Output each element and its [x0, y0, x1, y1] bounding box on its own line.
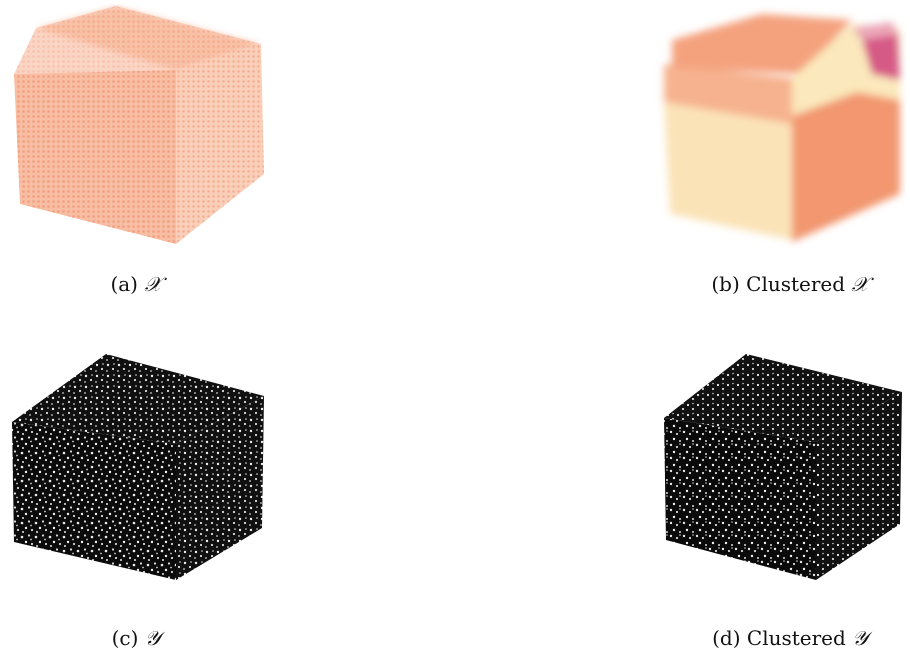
caption-c-symbol: 𝒴 — [144, 626, 161, 650]
caption-d: (d) Clustered 𝒴 — [700, 626, 880, 650]
caption-a-symbol: 𝒳 — [144, 272, 162, 296]
caption-b-symbol: 𝒳 — [851, 272, 869, 296]
caption-c-label: (c) — [111, 626, 139, 650]
caption-c: (c) 𝒴 — [92, 626, 180, 650]
caption-d-symbol: 𝒴 — [852, 626, 868, 650]
cube-y-svg — [12, 354, 264, 580]
caption-b: (b) Clustered 𝒳 — [700, 272, 880, 296]
caption-b-label: (b) — [711, 272, 740, 296]
cube-x-svg — [14, 6, 264, 244]
cube-x-image — [6, 4, 268, 248]
clustered-cube-y-svg — [664, 354, 902, 580]
clustered-cube-x-image — [652, 4, 906, 248]
clustered-cube-y-image — [656, 352, 906, 582]
caption-a: (a) 𝒳 — [92, 272, 180, 296]
caption-a-label: (a) — [110, 272, 138, 296]
caption-d-label: (d) — [712, 626, 741, 650]
clustered-cube-x-svg — [664, 14, 900, 242]
cube-y-image — [6, 352, 268, 582]
caption-b-text: Clustered — [746, 272, 846, 296]
caption-d-text: Clustered — [746, 626, 846, 650]
